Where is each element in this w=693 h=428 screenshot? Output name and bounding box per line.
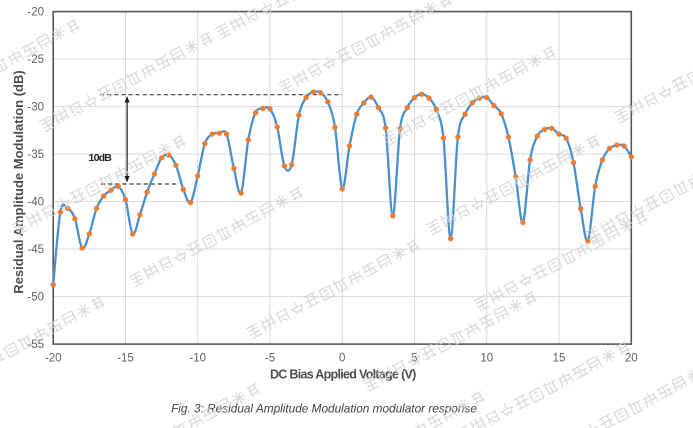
svg-text:-55: -55 (27, 339, 44, 351)
svg-text:0: 0 (339, 353, 345, 365)
svg-text:-10: -10 (189, 353, 206, 365)
svg-text:-15: -15 (117, 353, 134, 365)
svg-text:-20: -20 (27, 7, 44, 19)
svg-text:-5: -5 (265, 353, 275, 365)
svg-text:-45: -45 (27, 244, 44, 256)
svg-text:10: 10 (480, 353, 493, 365)
svg-text:10dB: 10dB (89, 152, 113, 164)
svg-text:-25: -25 (27, 54, 44, 66)
svg-text:-50: -50 (27, 292, 44, 304)
svg-text:15: 15 (553, 353, 566, 365)
svg-text:-20: -20 (45, 353, 62, 365)
svg-text:20: 20 (625, 353, 638, 365)
svg-text:-30: -30 (27, 102, 44, 114)
svg-text:-35: -35 (27, 149, 44, 161)
svg-text:Fig. 3: Residual Amplitude Mod: Fig. 3: Residual Amplitude Modulation mo… (171, 402, 477, 416)
svg-text:Residual Amplitude Modulation: Residual Amplitude Modulation (dB) (11, 70, 26, 293)
svg-text:DC Bias Applied Voltage (V): DC Bias Applied Voltage (V) (270, 368, 416, 382)
svg-text:-40: -40 (27, 197, 44, 209)
